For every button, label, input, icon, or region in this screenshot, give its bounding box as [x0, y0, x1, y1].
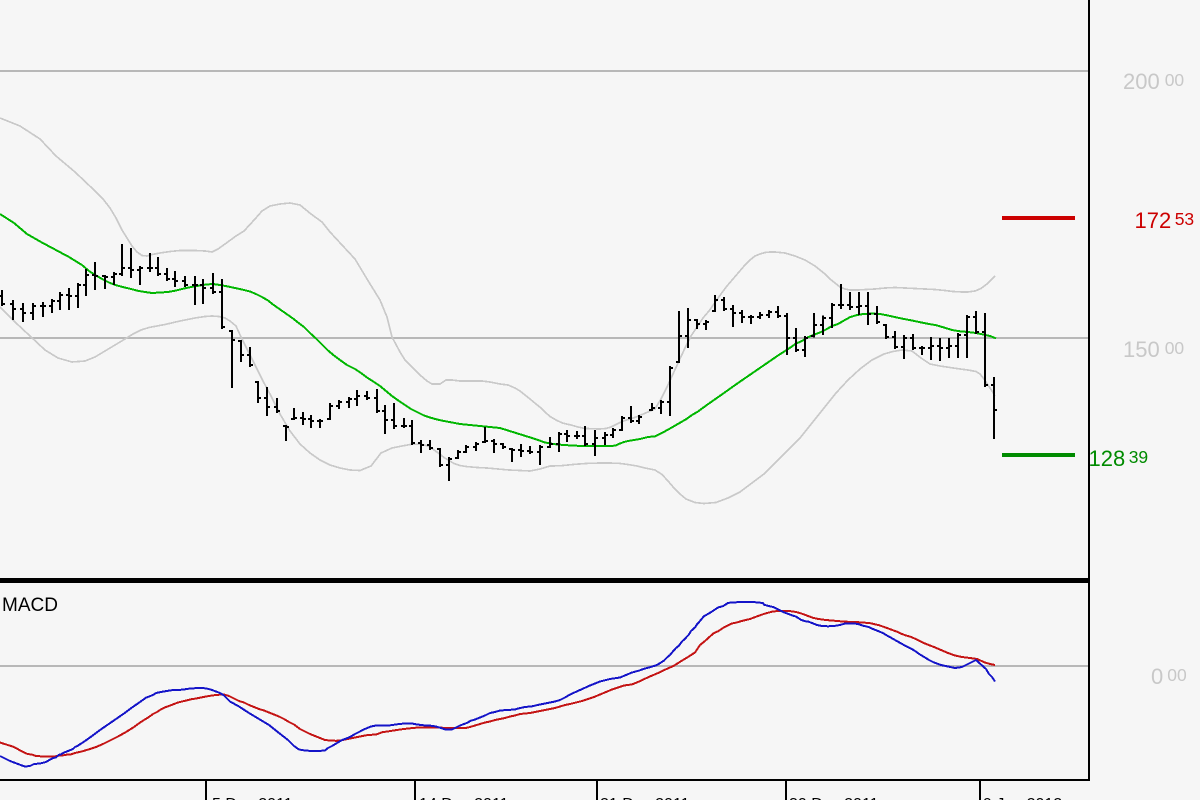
svg-text:128: 128 — [1089, 446, 1126, 471]
svg-text:53: 53 — [1175, 209, 1194, 229]
svg-text:150: 150 — [1123, 337, 1160, 362]
svg-text:MACD: MACD — [2, 595, 58, 616]
svg-text:00: 00 — [1167, 665, 1187, 685]
svg-text:9 Jan 2012: 9 Jan 2012 — [983, 796, 1062, 800]
svg-text:172: 172 — [1135, 208, 1172, 233]
svg-text:30 Dec 2011: 30 Dec 2011 — [789, 796, 879, 800]
svg-text:00: 00 — [1165, 70, 1185, 90]
svg-text:00: 00 — [1165, 338, 1185, 358]
svg-text:39: 39 — [1129, 447, 1148, 467]
svg-text:5 Dec 2011: 5 Dec 2011 — [212, 796, 293, 800]
svg-text:14 Dec 2011: 14 Dec 2011 — [419, 796, 509, 800]
svg-text:0: 0 — [1151, 664, 1163, 689]
svg-text:21 Dec 2011: 21 Dec 2011 — [600, 796, 690, 800]
svg-text:200: 200 — [1123, 69, 1160, 94]
